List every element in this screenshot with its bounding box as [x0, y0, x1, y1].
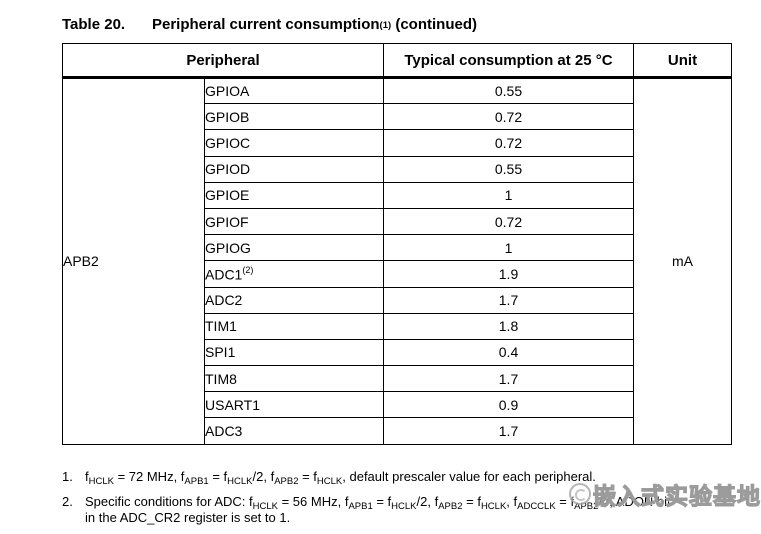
table-row: APB2 GPIOA 0.55 mA: [62, 76, 732, 445]
consumption-value: 1.7: [383, 365, 634, 393]
column-header-consumption: Typical consumption at 25 °C: [383, 43, 634, 79]
peripheral-name: USART1: [204, 391, 384, 419]
consumption-value: 0.55: [383, 155, 634, 183]
peripheral-consumption-table: Peripheral Typical consumption at 25 °C …: [62, 43, 732, 445]
table-row: ADC2 1.7: [63, 286, 732, 314]
table-row: SPI1 0.4: [63, 338, 732, 367]
table-title-number: Table 20.: [62, 16, 126, 33]
consumption-value: 1: [383, 181, 634, 209]
peripheral-name: SPI1: [204, 338, 384, 367]
footnote-text: fHCLK = 72 MHz, fAPB1 = fHCLK/2, fAPB2 =…: [85, 469, 596, 487]
table-header-row: Peripheral Typical consumption at 25 °C …: [62, 43, 732, 79]
footnote-ref-1: (1): [379, 20, 392, 31]
footnote-text: Specific conditions for ADC: fHCLK = 56 …: [85, 494, 671, 525]
table-row: GPIOC 0.72: [63, 129, 732, 157]
consumption-value: 0.72: [383, 207, 634, 236]
table-body: APB2 GPIOA 0.55 mA GPIOB 0.72 GPIOC 0.72 GPIOD 0.…: [62, 76, 732, 445]
consumption-value: 0.55: [383, 76, 634, 105]
peripheral-name: ADC1(2): [204, 260, 384, 288]
bus-group-label: APB2: [62, 77, 205, 445]
table-title: Table 20. Peripheral current consumption(…: [62, 16, 477, 33]
consumption-value: 1.9: [383, 260, 634, 288]
unit-value: mA: [633, 77, 732, 445]
consumption-value: 0.4: [383, 338, 634, 367]
footnotes: 1. fHCLK = 72 MHz, fAPB1 = fHCLK/2, fAPB2…: [62, 470, 750, 534]
consumption-value: 1.7: [383, 286, 634, 314]
column-header-peripheral: Peripheral: [62, 43, 384, 79]
footnote-number: 2.: [62, 494, 73, 509]
table-row: ADC3 1.7: [63, 417, 732, 445]
table-title-text: Peripheral current consumption: [152, 16, 380, 33]
footnote-number: 1.: [62, 469, 73, 484]
peripheral-name: GPIOA: [204, 76, 384, 105]
table-row: USART1 0.9: [63, 391, 732, 419]
footnote: 1. fHCLK = 72 MHz, fAPB1 = fHCLK/2, fAPB2…: [62, 469, 750, 487]
table-row: GPIOD 0.55: [63, 155, 732, 183]
table-header: Peripheral Typical consumption at 25 °C …: [62, 43, 732, 79]
peripheral-name: ADC3: [204, 417, 384, 445]
consumption-value: 0.72: [383, 103, 634, 131]
table-row: GPIOG 1: [63, 234, 732, 262]
consumption-value: 1.8: [383, 312, 634, 340]
table-row: GPIOB 0.72: [63, 103, 732, 131]
peripheral-name: GPIOG: [204, 234, 384, 262]
table-row: TIM8 1.7: [63, 365, 732, 393]
peripheral-name: TIM8: [204, 365, 384, 393]
consumption-value: 0.9: [383, 391, 634, 419]
peripheral-name: GPIOC: [204, 129, 384, 157]
peripheral-name: GPIOD: [204, 155, 384, 183]
footnote-ref-2: (2): [242, 264, 254, 275]
peripheral-name: GPIOE: [204, 181, 384, 209]
column-header-unit: Unit: [633, 43, 732, 79]
consumption-value: 1.7: [383, 417, 634, 445]
table-row: GPIOF 0.72: [63, 207, 732, 236]
consumption-value: 0.72: [383, 129, 634, 157]
peripheral-name: GPIOB: [204, 103, 384, 131]
peripheral-name: ADC2: [204, 286, 384, 314]
table-title-continued: (continued): [391, 16, 477, 33]
footnote: 2. Specific conditions for ADC: fHCLK = 5…: [62, 495, 750, 525]
peripheral-name: GPIOF: [204, 207, 384, 236]
peripheral-name: TIM1: [204, 312, 384, 340]
table-row: GPIOE 1: [63, 181, 732, 209]
consumption-value: 1: [383, 234, 634, 262]
